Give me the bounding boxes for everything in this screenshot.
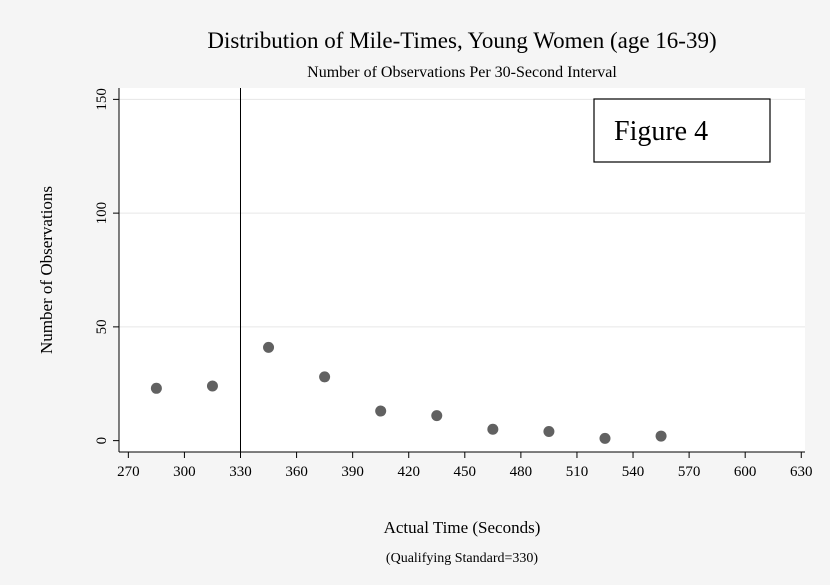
data-point bbox=[319, 371, 331, 383]
data-point bbox=[487, 423, 499, 435]
x-tick-label: 630 bbox=[790, 464, 813, 480]
y-tick-label: 150 bbox=[94, 88, 110, 111]
data-point bbox=[375, 405, 387, 417]
y-ticks: 0 50 100 150 bbox=[94, 88, 119, 444]
x-tick-label: 330 bbox=[229, 464, 252, 480]
x-tick-label: 600 bbox=[734, 464, 757, 480]
y-tick-label: 100 bbox=[94, 202, 110, 225]
data-point bbox=[206, 380, 218, 392]
y-tick-label: 50 bbox=[94, 319, 110, 334]
figure-label: Figure 4 bbox=[614, 116, 708, 147]
x-tick-label: 510 bbox=[566, 464, 589, 480]
x-ticks: 270 300 330 360 390 420 450 480 510 540 570 600 630 bbox=[117, 452, 813, 480]
data-point bbox=[431, 410, 443, 422]
x-tick-label: 480 bbox=[510, 464, 533, 480]
x-tick-label: 570 bbox=[678, 464, 701, 480]
data-point bbox=[543, 426, 555, 438]
chart-title: Distribution of Mile-Times, Young Women … bbox=[207, 28, 716, 53]
x-tick-label: 270 bbox=[117, 464, 140, 480]
chart-subtitle: Number of Observations Per 30-Second Int… bbox=[307, 64, 617, 81]
x-axis-label: Actual Time (Seconds) bbox=[384, 518, 541, 537]
data-point bbox=[150, 382, 162, 394]
x-axis-note: (Qualifying Standard=330) bbox=[386, 551, 538, 566]
x-tick-label: 300 bbox=[173, 464, 196, 480]
data-point bbox=[655, 430, 667, 442]
x-tick-label: 450 bbox=[454, 464, 477, 480]
x-tick-label: 390 bbox=[341, 464, 364, 480]
y-axis-label: Number of Observations bbox=[37, 186, 56, 354]
figure-label-box bbox=[593, 98, 771, 163]
x-tick-label: 540 bbox=[622, 464, 645, 480]
y-tick-label: 0 bbox=[94, 437, 110, 445]
data-points bbox=[150, 341, 667, 444]
x-tick-label: 420 bbox=[397, 464, 420, 480]
data-point bbox=[263, 341, 275, 353]
x-tick-label: 360 bbox=[285, 464, 308, 480]
data-point bbox=[599, 432, 611, 444]
